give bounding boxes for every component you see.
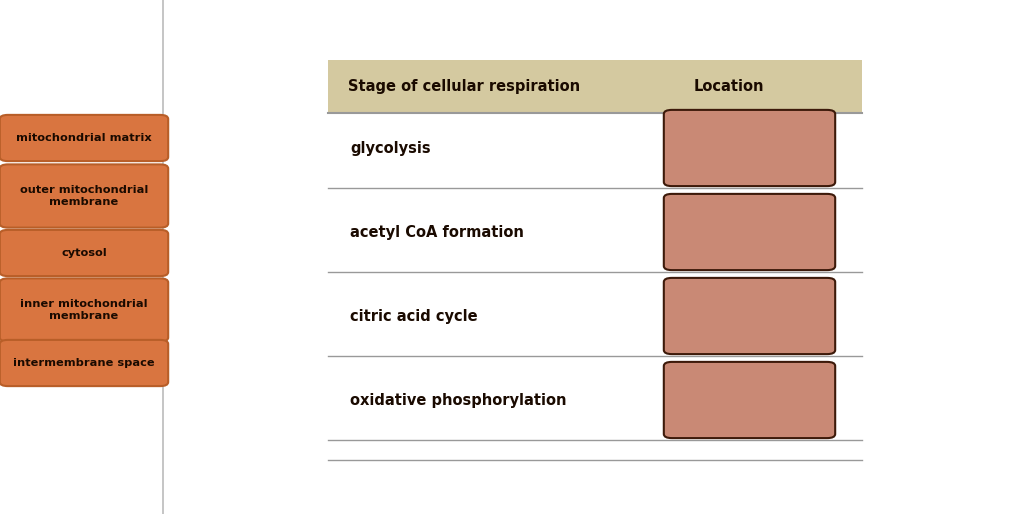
Text: oxidative phosphorylation: oxidative phosphorylation — [350, 393, 566, 408]
Text: cytosol: cytosol — [61, 248, 106, 258]
Bar — [328, 60, 862, 113]
Text: inner mitochondrial
membrane: inner mitochondrial membrane — [20, 299, 147, 321]
Text: glycolysis: glycolysis — [350, 140, 431, 156]
FancyBboxPatch shape — [0, 340, 168, 386]
Text: Stage of cellular respiration: Stage of cellular respiration — [348, 79, 581, 94]
Text: mitochondrial matrix: mitochondrial matrix — [16, 133, 152, 143]
FancyBboxPatch shape — [664, 194, 836, 270]
FancyBboxPatch shape — [664, 362, 836, 438]
FancyBboxPatch shape — [0, 230, 168, 276]
Text: intermembrane space: intermembrane space — [13, 358, 155, 368]
FancyBboxPatch shape — [664, 278, 836, 354]
FancyBboxPatch shape — [0, 279, 168, 342]
Text: outer mitochondrial
membrane: outer mitochondrial membrane — [19, 185, 148, 207]
FancyBboxPatch shape — [0, 164, 168, 228]
FancyBboxPatch shape — [0, 115, 168, 161]
Text: Location: Location — [693, 79, 764, 94]
Text: acetyl CoA formation: acetyl CoA formation — [350, 225, 524, 240]
FancyBboxPatch shape — [664, 110, 836, 186]
Text: citric acid cycle: citric acid cycle — [350, 308, 477, 323]
